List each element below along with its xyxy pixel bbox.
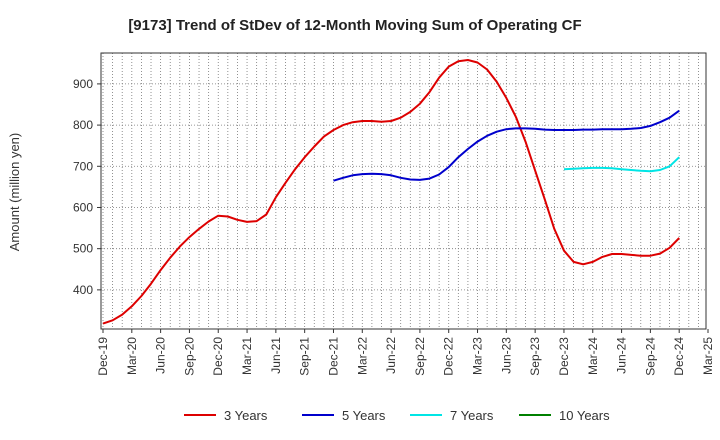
x-tick-label: Jun-20 [154,337,168,374]
x-tick-label: Sep-21 [298,337,312,376]
y-tick-label: 700 [73,159,93,173]
series-line-5-years [333,109,680,182]
x-tick-label: Dec-19 [96,337,110,376]
y-axis: 400 500 600 700 800 900 [73,77,101,297]
chart-title: [9173] Trend of StDev of 12-Month Moving… [128,17,581,34]
x-tick-label: Dec-23 [557,337,571,376]
x-tick-label: Sep-20 [182,337,196,376]
y-tick-label: 500 [73,242,93,256]
y-tick-label: 600 [73,200,93,214]
x-tick-label: Dec-22 [442,337,456,376]
x-tick-label: Jun-23 [499,337,513,374]
x-tick-label: Sep-22 [413,337,427,376]
series-line-3-years [102,59,680,325]
y-tick-label: 800 [73,118,93,132]
x-tick-label: Mar-24 [586,337,600,375]
x-tick-label: Mar-21 [240,337,254,375]
x-tick-label: Jun-21 [269,337,283,374]
x-tick-label: Mar-20 [125,337,139,375]
x-axis: Dec-19 Mar-20 Jun-20 Sep-20 Dec-20 Mar-21 Jun-… [96,329,715,376]
plot-area [100,52,707,330]
y-axis-label: Amount (million yen) [7,133,22,252]
x-tick-label: Dec-21 [326,337,340,376]
x-tick-label: Dec-24 [672,337,686,376]
x-tick-label: Mar-25 [701,337,715,375]
legend: 3 Years 5 Years 7 Years 10 Years [184,408,610,423]
legend-label-10-years: 10 Years [559,408,610,423]
y-tick-label: 400 [73,283,93,297]
x-tick-label: Jun-22 [384,337,398,374]
x-tick-label: Sep-23 [528,337,542,376]
x-tick-label: Mar-22 [355,337,369,375]
legend-label-5-years: 5 Years [342,408,386,423]
series-lines [102,59,680,325]
series-line-7-years [563,156,680,173]
y-tick-label: 900 [73,77,93,91]
x-tick-label: Dec-20 [211,337,225,376]
x-tick-label: Mar-23 [471,337,485,375]
x-tick-label: Sep-24 [643,337,657,376]
grid-lines [101,53,706,329]
legend-label-3-years: 3 Years [224,408,268,423]
x-tick-label: Jun-24 [615,337,629,374]
legend-label-7-years: 7 Years [450,408,494,423]
